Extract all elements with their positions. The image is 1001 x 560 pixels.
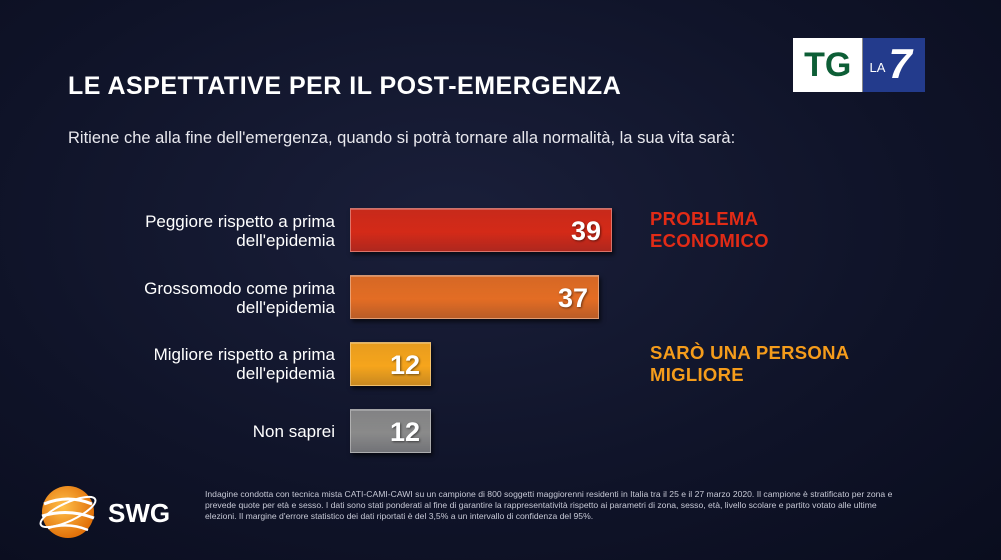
la-logo-text: LA: [869, 60, 886, 75]
annotation-line: ECONOMICO: [650, 230, 769, 251]
swg-globe-icon: [39, 486, 97, 538]
tg-la7-logo: TG LA 7: [793, 38, 925, 92]
category-label-line: Peggiore rispetto a prima: [145, 212, 335, 231]
category-label-line: Migliore rispetto a prima: [153, 345, 335, 364]
annotation-persona-migliore: SARÒ UNA PERSONA MIGLIORE: [650, 342, 849, 386]
annotation-line: MIGLIORE: [650, 364, 744, 385]
seven-logo-text: 7: [888, 40, 912, 87]
category-label-grossomodo: Grossomodo come prima dell'epidemia: [35, 279, 335, 317]
bar-value-label: 12: [389, 350, 420, 380]
annotation-problema-economico: PROBLEMA ECONOMICO: [650, 208, 769, 252]
bar-migliore: 12: [350, 342, 431, 386]
category-label-line: dell'epidemia: [236, 364, 335, 383]
bar-value-label: 37: [557, 283, 588, 313]
bar-non-saprei: 12: [350, 409, 431, 453]
category-label-line: dell'epidemia: [236, 231, 335, 250]
la7-logo: LA 7: [863, 38, 925, 92]
bar-value-label: 12: [389, 417, 420, 447]
annotation-line: PROBLEMA: [650, 208, 759, 229]
tg-logo-text: TG: [793, 38, 864, 92]
annotation-line: SARÒ UNA PERSONA: [650, 342, 850, 363]
bar-peggiore: 39: [350, 208, 612, 252]
bar-value-label: 39: [570, 216, 601, 246]
category-label-line: Grossomodo come prima: [144, 279, 335, 298]
category-label-non-saprei: Non saprei: [35, 422, 335, 441]
chart-title: LE ASPETTATIVE PER IL POST-EMERGENZA: [68, 72, 622, 100]
methodology-footnote: Indagine condotta con tecnica mista CATI…: [205, 489, 893, 521]
swg-brand: SWG: [108, 498, 171, 528]
category-label-line: Non saprei: [252, 422, 335, 441]
bar-grossomodo: 37: [350, 275, 599, 319]
category-label-peggiore: Peggiore rispetto a prima dell'epidemia: [35, 212, 335, 250]
survey-question: Ritiene che alla fine dell'emergenza, qu…: [68, 129, 736, 147]
category-label-line: dell'epidemia: [236, 298, 335, 317]
category-label-migliore: Migliore rispetto a prima dell'epidemia: [35, 345, 335, 383]
